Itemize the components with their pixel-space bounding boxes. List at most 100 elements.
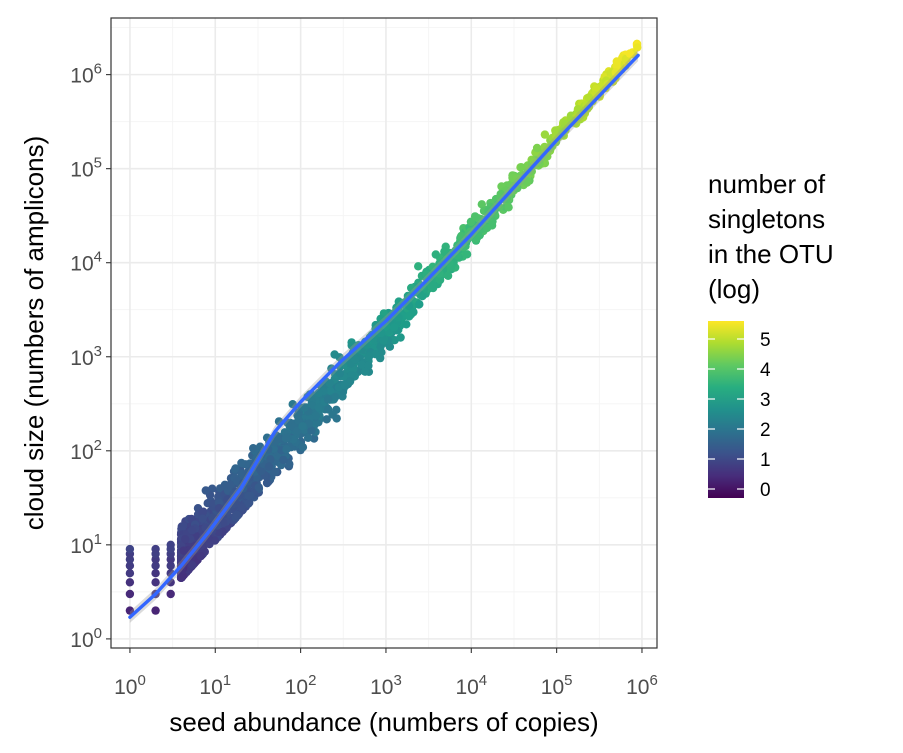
data-point [435,275,445,285]
data-point [404,301,414,311]
data-point [379,336,388,345]
data-point [364,352,374,361]
data-point [307,426,316,435]
colorbar-tick-label: 5 [760,330,771,351]
data-point [625,49,634,58]
data-point [376,314,385,323]
data-point [326,386,335,395]
data-point [188,561,197,570]
data-point [214,504,224,513]
data-point [350,354,360,364]
data-point [376,329,386,338]
data-point [402,320,411,329]
trend-line-layer [128,49,640,623]
y-tick-label: 101 [70,531,102,558]
trend-line [128,53,640,619]
data-point [244,499,253,508]
data-point [237,503,247,512]
data-point [125,569,135,578]
data-point [254,483,263,492]
data-point [573,105,583,114]
data-point [415,290,425,299]
data-point [331,392,340,402]
data-point [215,484,225,493]
colorbar-tick-label: 1 [760,450,771,471]
data-point [198,507,207,517]
legend-title-line: (log) [708,274,760,304]
data-point [125,606,135,615]
data-point [415,300,424,309]
data-point [151,569,160,578]
data-point [311,411,320,420]
data-point [196,552,205,561]
x-axis-ticks: 100 101 102 103 104 105 106 [114,648,658,699]
data-point [151,606,160,615]
data-point [335,369,345,378]
data-point [303,433,313,442]
data-point [151,578,160,587]
data-point [504,203,513,212]
data-point [270,467,280,477]
data-point [443,271,453,280]
data-point [298,422,307,431]
data-point [125,561,135,570]
data-point [125,544,135,554]
data-point [125,578,135,587]
legend-title-line: singletons [708,204,825,234]
data-point [237,458,246,468]
data-point [166,589,175,599]
data-point [176,573,186,582]
data-point [482,223,492,233]
data-point [389,323,399,332]
data-point [244,491,253,500]
data-point [532,143,542,153]
data-point [166,540,175,549]
data-point [231,464,240,473]
legend-title-line: number of [708,169,826,199]
data-point [612,57,621,66]
grid-major [111,18,657,648]
data-point [347,371,356,380]
x-tick-label: 101 [199,672,231,699]
data-point [282,445,291,454]
colorbar-tick-label: 2 [760,420,771,441]
data-point [340,380,349,390]
data-point [440,247,449,256]
data-point [517,163,526,172]
data-point [323,395,333,404]
data-point [166,561,175,570]
data-point [396,333,405,342]
data-point [279,455,288,465]
data-point [540,130,550,139]
data-point [584,93,593,102]
data-point [457,231,466,241]
data-point [262,478,272,488]
data-point [270,437,280,447]
data-point [233,511,242,520]
data-point [477,200,486,209]
x-tick-label: 106 [626,672,658,699]
data-point [198,514,207,523]
x-tick-label: 103 [370,672,402,699]
data-point [281,434,291,443]
y-tick-label: 100 [70,625,102,652]
x-tick-label: 102 [285,672,317,699]
data-point [255,442,265,451]
colorbar-tick-label: 4 [760,360,771,381]
data-point [325,379,335,388]
data-point [208,484,217,493]
plot-panel-border [110,17,658,649]
data-point [431,250,440,259]
data-point [360,367,370,376]
data-point [125,589,135,599]
data-point [405,312,414,321]
data-point [266,455,275,464]
x-tick-label: 105 [541,672,573,699]
scatter-points [125,39,642,615]
colorbar-ticks: 5 4 3 2 1 0 [708,330,771,501]
data-point [237,469,246,478]
data-point [523,177,532,186]
data-point [300,403,309,412]
x-tick-label: 100 [114,672,146,699]
y-tick-label: 104 [70,249,102,276]
